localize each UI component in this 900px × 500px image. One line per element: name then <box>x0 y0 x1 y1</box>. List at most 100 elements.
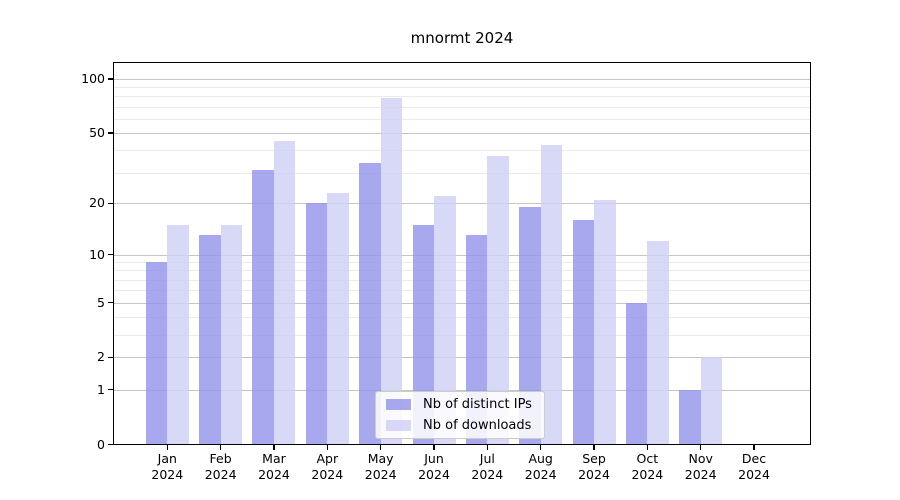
x-tick-mark <box>646 445 649 450</box>
y-tick-label: 5 <box>97 294 105 310</box>
x-tick-year: 2024 <box>258 466 290 482</box>
legend-label-distinct-ips: Nb of distinct IPs <box>423 396 532 412</box>
gridline-minor <box>114 172 810 174</box>
gridline-major <box>114 78 810 80</box>
bar-nb-of-distinct-ips-jun-2024 <box>412 224 434 444</box>
gridline-major <box>114 302 810 304</box>
y-tick-mark <box>108 388 113 391</box>
y-tick-label: 10 <box>89 246 105 262</box>
legend-item-distinct-ips: Nb of distinct IPs <box>386 396 544 412</box>
y-tick-mark <box>108 132 113 134</box>
bar-nb-of-downloads-may-2024 <box>380 98 403 444</box>
bar-nb-of-downloads-jul-2024 <box>487 156 509 444</box>
x-tick-label: Nov 2024 <box>661 451 741 482</box>
x-tick-year: 2024 <box>524 466 557 482</box>
bar-nb-of-distinct-ips-sep-2024 <box>572 220 595 444</box>
bar-nb-of-downloads-aug-2024 <box>540 144 563 444</box>
y-tick-label: 2 <box>97 349 105 365</box>
x-tick-mark <box>326 445 329 450</box>
gridline-minor <box>114 262 810 264</box>
bar-nb-of-distinct-ips-apr-2024 <box>305 203 328 444</box>
plot-area <box>113 62 811 445</box>
x-tick-month: Feb <box>209 451 232 466</box>
bar-nb-of-distinct-ips-mar-2024 <box>252 170 274 444</box>
gridline-minor <box>114 118 810 120</box>
x-tick-label: Apr 2024 <box>287 451 367 482</box>
x-tick-year: 2024 <box>631 466 664 482</box>
legend: Nb of distinct IPs Nb of downloads <box>375 391 545 439</box>
gridline-minor <box>114 150 810 152</box>
y-tick-mark <box>108 443 113 446</box>
x-tick-label: Aug 2024 <box>501 451 581 482</box>
x-tick-year: 2024 <box>311 466 344 482</box>
x-tick-mark <box>273 445 275 450</box>
bar-nb-of-downloads-sep-2024 <box>594 199 616 444</box>
bar-nb-of-downloads-apr-2024 <box>327 192 349 444</box>
bar-nb-of-distinct-ips-feb-2024 <box>199 235 221 444</box>
x-tick-mark <box>539 445 542 450</box>
bar-nb-of-downloads-jan-2024 <box>167 224 189 444</box>
x-tick-mark <box>486 445 489 450</box>
gridline-minor <box>114 290 810 292</box>
x-tick-month: Dec <box>741 451 767 466</box>
x-tick-label: Sep 2024 <box>554 451 634 482</box>
x-tick-month: May <box>367 451 394 466</box>
bar-nb-of-downloads-oct-2024 <box>647 241 669 444</box>
x-tick-month: Oct <box>636 451 659 466</box>
gridline-major <box>114 389 810 391</box>
gridline-major <box>114 254 810 256</box>
legend-label-downloads: Nb of downloads <box>423 417 532 433</box>
x-tick-month: Sep <box>582 451 606 466</box>
y-tick-mark <box>108 78 113 80</box>
x-tick-year: 2024 <box>418 466 450 482</box>
y-tick-label: 50 <box>89 125 105 141</box>
x-tick-mark <box>593 445 595 450</box>
x-tick-month: Mar <box>262 451 286 466</box>
x-tick-mark <box>219 445 222 450</box>
x-tick-month: Apr <box>316 451 339 466</box>
x-tick-mark <box>433 445 435 450</box>
x-tick-label: Jan 2024 <box>127 451 207 482</box>
x-tick-year: 2024 <box>204 466 237 482</box>
x-tick-mark <box>379 445 382 450</box>
x-tick-month: Jan <box>157 451 177 466</box>
gridline-minor <box>114 270 810 272</box>
chart-title: mnormt 2024 <box>410 29 514 47</box>
y-tick-mark <box>108 253 113 256</box>
gridline-major <box>114 357 810 359</box>
x-tick-label: Mar 2024 <box>234 451 314 482</box>
bar-nb-of-distinct-ips-oct-2024 <box>625 302 648 444</box>
x-tick-label: May 2024 <box>341 451 421 482</box>
bar-nb-of-distinct-ips-nov-2024 <box>679 389 701 444</box>
x-tick-label: Feb 2024 <box>181 451 261 482</box>
x-tick-month: Jul <box>479 451 495 466</box>
x-tick-month: Aug <box>528 451 553 466</box>
y-tick-label: 0 <box>97 436 105 452</box>
y-tick-label: 1 <box>97 381 105 397</box>
gridline-minor <box>114 106 810 108</box>
gridline-major <box>114 203 810 205</box>
y-tick-mark <box>108 301 113 304</box>
gridline-minor <box>114 334 810 336</box>
gridline-minor <box>114 87 810 89</box>
bar-nb-of-distinct-ips-jan-2024 <box>145 262 168 444</box>
x-tick-label: Jun 2024 <box>394 451 474 482</box>
x-tick-label: Dec 2024 <box>714 451 794 482</box>
legend-swatch-distinct-ips <box>386 399 411 410</box>
x-tick-label: Jul 2024 <box>447 451 527 482</box>
y-tick-mark <box>108 356 113 359</box>
bar-nb-of-downloads-mar-2024 <box>273 141 296 444</box>
y-tick-mark <box>108 202 113 205</box>
x-tick-year: 2024 <box>364 466 397 482</box>
x-tick-month: Jun <box>424 451 444 466</box>
gridline-major <box>114 133 810 135</box>
bar-nb-of-distinct-ips-may-2024 <box>359 162 381 444</box>
x-tick-year: 2024 <box>738 466 770 482</box>
x-tick-mark <box>699 445 702 450</box>
x-tick-year: 2024 <box>684 466 717 482</box>
gridline-minor <box>114 96 810 98</box>
x-tick-year: 2024 <box>578 466 610 482</box>
gridline-minor <box>114 317 810 319</box>
y-tick-label: 100 <box>81 70 105 86</box>
